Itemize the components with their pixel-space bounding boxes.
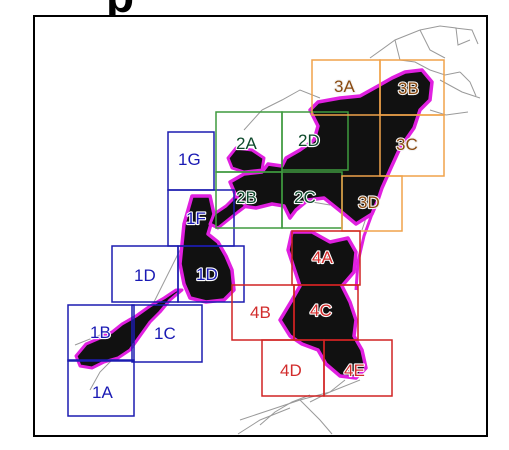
grid-label-2c: 2C (294, 188, 316, 207)
grid-label-3a: 3A (334, 77, 355, 96)
grid-square-1c[interactable] (131, 304, 203, 363)
grid-square-2d[interactable] (281, 111, 349, 171)
urban-extent-central (178, 194, 236, 304)
grid-label-4c: 4C (310, 301, 332, 320)
grid-label-4d: 4D (280, 361, 302, 380)
grid-label-4e: 4E (344, 361, 365, 380)
grid-label-2a: 2A (236, 134, 257, 153)
grid-square-1b[interactable] (67, 304, 135, 362)
grid-label-1d-east: 1D (196, 265, 218, 284)
grid-square-3d[interactable] (341, 175, 403, 232)
grid-label-1a: 1A (92, 383, 113, 402)
grid-square-3c[interactable] (379, 114, 445, 177)
urban-spine (354, 213, 374, 291)
grid-label-3b: 3B (398, 79, 419, 98)
grid-square-4e[interactable] (323, 339, 393, 397)
grid-label-3c: 3C (396, 135, 418, 154)
grid-label-4b: 4B (250, 303, 271, 322)
grid-label-1g: 1G (178, 150, 201, 169)
grid-squares (67, 59, 445, 417)
grid-label-2b: 2B (236, 188, 257, 207)
grid-label-1f: 1F (186, 209, 206, 228)
grid-labels: 1A 1B 1C 1D 1D 1F 1G 2A 2B 2C 2D 3A 3B 3… (89, 76, 420, 403)
urban-extent-upper-west (226, 146, 266, 174)
grid-label-1b: 1B (90, 323, 111, 342)
grid-label-3d: 3D (358, 193, 380, 212)
grid-label-4a: 4A (312, 248, 333, 267)
grid-label-2d: 2D (298, 131, 320, 150)
grid-square-1g[interactable] (167, 131, 215, 191)
grid-label-1d-west: 1D (134, 266, 156, 285)
grid-square-1a[interactable] (67, 359, 135, 417)
grid-label-1c: 1C (154, 324, 176, 343)
